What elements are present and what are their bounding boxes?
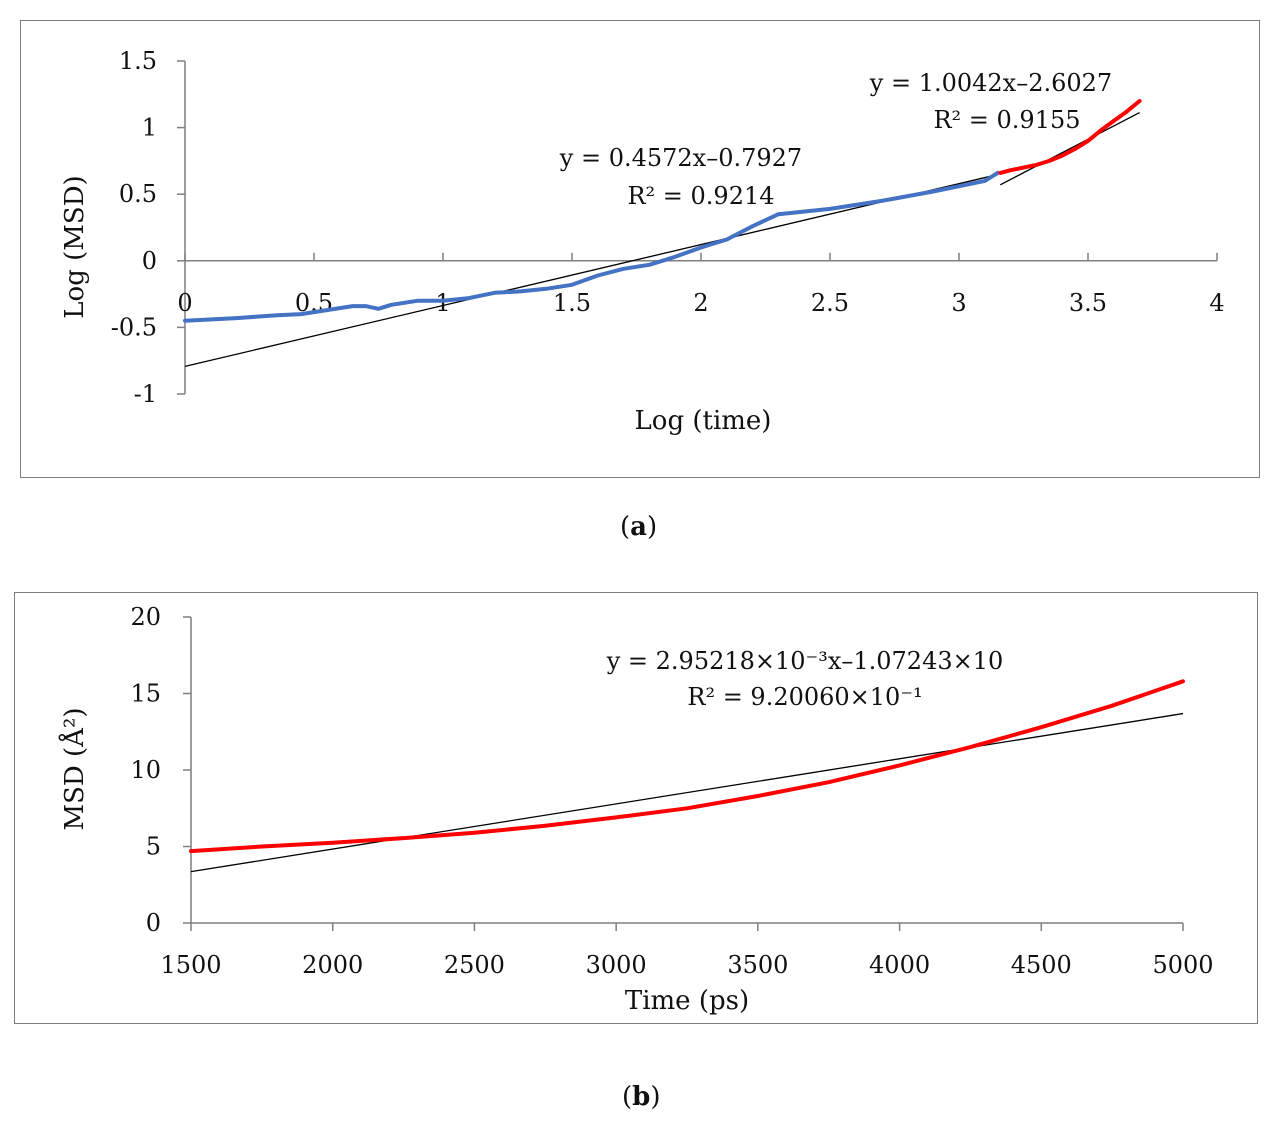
chart-a-y-tick-label: 1 <box>142 114 157 142</box>
caption-b: (b) <box>622 1082 661 1112</box>
chart-a-x-axis-title: Log (time) <box>635 406 772 436</box>
chart-a-x-tick-label: 2 <box>693 289 708 317</box>
chart-b-x-tick-label: 1500 <box>160 951 221 979</box>
chart-b-x-tick-label: 2000 <box>302 951 363 979</box>
chart-a-x-tick-label: 0 <box>177 289 192 317</box>
chart-a-trendline-1-r2: R² = 0.9214 <box>627 182 774 210</box>
chart-panel-a: -1 -0.5 0 0.5 1 1.5 0 0.5 1 1.5 2 2.5 3 3.5 4 Log (time… <box>20 20 1260 478</box>
chart-b-x-tick-label: 3000 <box>586 951 647 979</box>
caption-a-close: ) <box>647 512 658 542</box>
chart-a-trendline-1-equation: y = 0.4572x–0.7927 <box>559 144 802 172</box>
chart-a-x-tick-label: 1.5 <box>553 289 591 317</box>
chart-a-x-tick-label: 4 <box>1209 289 1224 317</box>
caption-a: (a) <box>620 512 657 542</box>
chart-b-x-tick-label: 5000 <box>1152 951 1213 979</box>
chart-b-x-axis-title: Time (ps) <box>625 986 749 1016</box>
chart-b-trendline-1-equation: y = 2.95218×10⁻³x–1.07243×10 <box>606 647 1004 675</box>
chart-a-y-tick-label: -1 <box>134 380 157 408</box>
chart-b-y-axis-title: MSD (Å²) <box>58 707 90 830</box>
caption-a-open: ( <box>620 512 631 542</box>
chart-a-x-tick-label: 3.5 <box>1069 289 1107 317</box>
chart-a-trendline-2 <box>999 111 1140 186</box>
caption-a-letter: a <box>630 512 648 542</box>
chart-b-y-tick-label: 0 <box>146 909 161 937</box>
chart-b-trendline-1-r2: R² = 9.20060×10⁻¹ <box>687 683 922 711</box>
chart-b-y-tick-label: 20 <box>130 603 161 631</box>
chart-a-y-tick-label: 1.5 <box>119 47 157 75</box>
chart-a-y-axis-title: Log (MSD) <box>60 175 90 318</box>
chart-b-series-1-line <box>189 679 1185 854</box>
chart-a-y-tick-label: 0.5 <box>119 180 157 208</box>
chart-a-series-1-line <box>183 170 1000 323</box>
chart-panel-b: 0 5 10 15 20 1500 2000 2500 3000 3500 4000 4500 5000… <box>14 592 1258 1024</box>
chart-b-svg: 0 5 10 15 20 1500 2000 2500 3000 3500 4000 4500 5000… <box>58 603 1214 1016</box>
chart-b-y-tick-label: 10 <box>130 756 161 784</box>
chart-a-trendline-2-equation: y = 1.0042x–2.6027 <box>869 69 1112 97</box>
chart-a-series-2-line <box>998 99 1142 175</box>
chart-b-x-tick-label: 2500 <box>444 951 505 979</box>
chart-b-y-tick-label: 5 <box>146 833 161 861</box>
chart-a-x-tick-label: 1 <box>435 289 450 317</box>
chart-b-y-tick-label: 15 <box>130 680 161 708</box>
chart-b-x-tick-label: 4500 <box>1011 951 1072 979</box>
chart-a-trendline-2-r2: R² = 0.9155 <box>933 106 1080 134</box>
chart-a-x-tick-label: 3 <box>951 289 966 317</box>
chart-a-trendline-1 <box>184 173 998 368</box>
chart-a-y-tick-label: -0.5 <box>111 313 157 341</box>
caption-b-close: ) <box>650 1082 661 1112</box>
caption-b-letter: b <box>632 1082 651 1112</box>
chart-b-x-tick-label: 4000 <box>869 951 930 979</box>
chart-b-trendline-1 <box>190 712 1184 873</box>
caption-b-open: ( <box>622 1082 633 1112</box>
chart-a-y-tick-label: 0 <box>142 247 157 275</box>
chart-b-x-tick-label: 3500 <box>727 951 788 979</box>
chart-a-x-tick-label: 2.5 <box>811 289 849 317</box>
